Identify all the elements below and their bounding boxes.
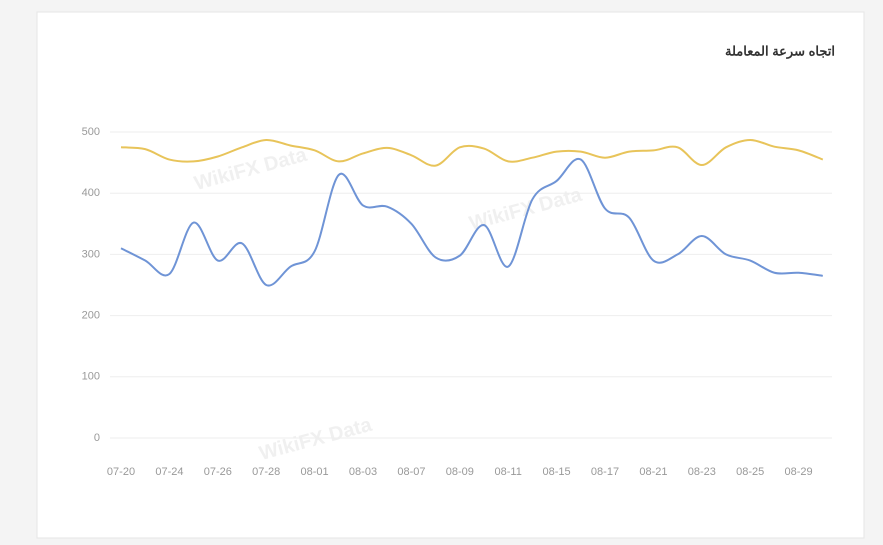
x-tick-label: 08-23 <box>688 466 716 478</box>
line-series <box>120 157 823 287</box>
x-tick-label: 08-29 <box>785 466 813 478</box>
x-tick-label: 07-28 <box>252 466 280 478</box>
x-tick-label: 08-21 <box>639 466 667 478</box>
x-tick-label: 08-11 <box>495 466 522 478</box>
x-tick-label: 07-26 <box>204 466 232 478</box>
x-tick-label: 08-01 <box>301 466 329 478</box>
chart-title: اتجاه سرعة المعاملة <box>725 43 835 59</box>
y-tick-label: 100 <box>82 371 100 383</box>
x-tick-label: 08-09 <box>446 466 474 478</box>
x-tick-label: 08-15 <box>543 466 571 478</box>
x-tick-label: 07-24 <box>155 466 183 478</box>
x-tick-label: 07-20 <box>107 466 135 478</box>
y-tick-label: 500 <box>82 126 100 138</box>
x-tick-label: 08-07 <box>397 466 425 478</box>
card <box>36 11 865 539</box>
x-tick-label: 08-25 <box>736 466 764 478</box>
x-tick-label: 08-17 <box>591 466 619 478</box>
x-tick-label: 08-03 <box>349 466 377 478</box>
y-tick-label: 300 <box>82 248 100 260</box>
y-tick-label: 0 <box>94 432 100 444</box>
line-series <box>120 138 824 167</box>
y-tick-label: 200 <box>82 310 100 322</box>
y-tick-label: 400 <box>82 187 100 199</box>
